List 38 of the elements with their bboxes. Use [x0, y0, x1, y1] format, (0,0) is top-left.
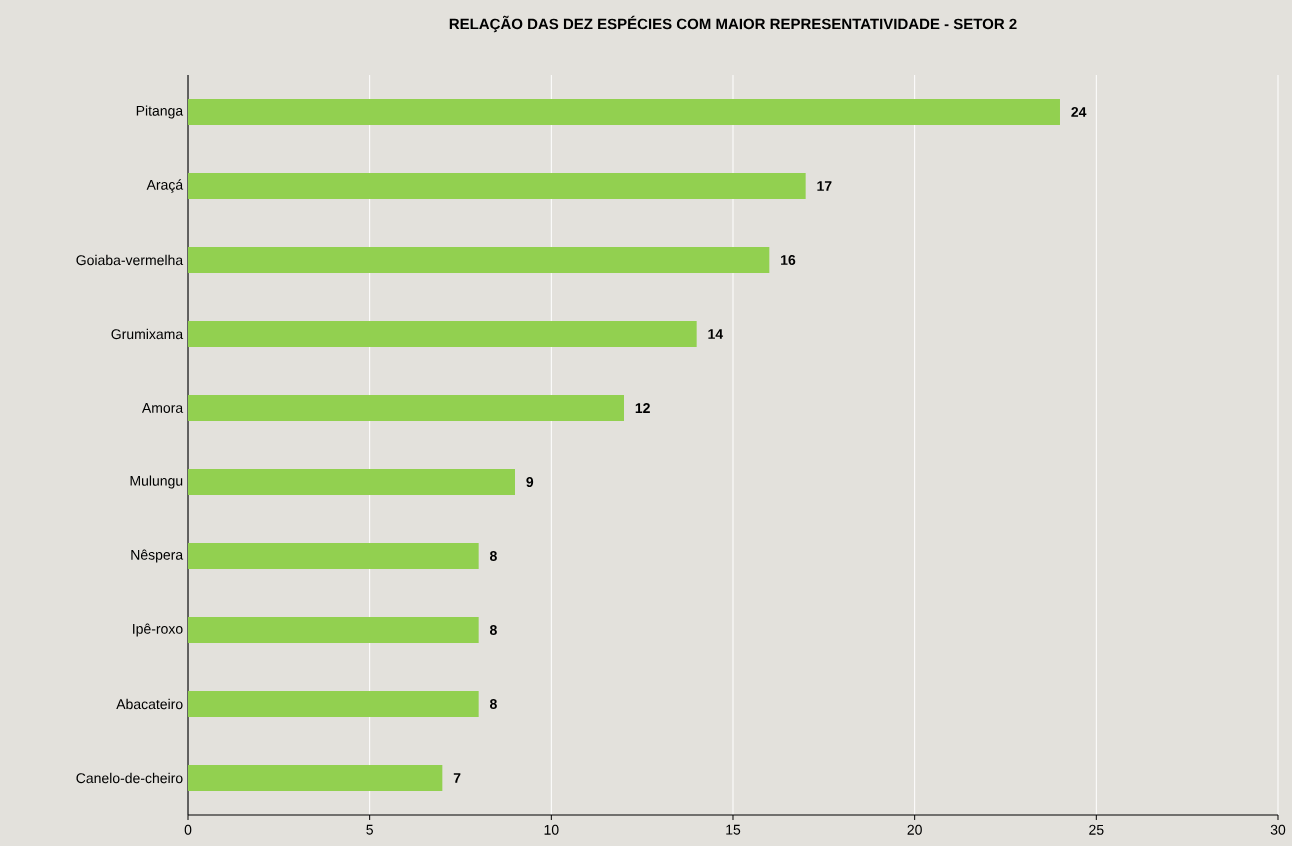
data-label: 14 — [708, 329, 724, 339]
x-tick-label: 10 — [544, 824, 559, 835]
y-tick-label: Mulungu — [130, 475, 183, 489]
x-tick-label: 0 — [184, 824, 192, 835]
y-tick-label: Araçá — [146, 179, 184, 193]
x-tick-label: 25 — [1089, 824, 1104, 835]
y-tick-label: Canelo-de-cheiro — [76, 772, 183, 784]
bar — [188, 99, 1060, 125]
bar — [188, 765, 443, 791]
bar — [188, 173, 806, 199]
y-tick-label: Grumixama — [111, 328, 184, 340]
data-label: 9 — [526, 477, 534, 487]
y-tick-label: Abacateiro — [116, 698, 183, 710]
bar — [188, 617, 479, 643]
data-label: 7 — [453, 773, 461, 783]
bar — [188, 469, 515, 495]
y-tick-label: Pitanga — [136, 105, 184, 119]
data-label: 24 — [1071, 107, 1087, 117]
y-tick-label: Goiaba-vermelha — [76, 254, 184, 266]
x-tick-label: 5 — [366, 824, 373, 835]
x-tick-label: 30 — [1270, 824, 1286, 835]
bar — [188, 543, 479, 569]
y-tick-label: Nêspera — [131, 549, 184, 563]
data-label: 17 — [817, 181, 832, 191]
data-label: 16 — [781, 255, 796, 265]
bar — [188, 691, 479, 717]
chart-title: RELAÇÃO DAS DEZ ESPÉCIES COM MAIOR REPRESENTATIVIDADE - SETOR 2 — [449, 15, 1017, 33]
y-tick-label: Amora — [141, 403, 184, 413]
data-label: 8 — [489, 699, 497, 709]
data-label: 8 — [489, 551, 497, 561]
bar — [188, 247, 770, 273]
data-label: 8 — [489, 625, 497, 635]
y-tick-label: Ipê-roxo — [133, 623, 183, 637]
bar — [188, 395, 624, 421]
bar — [188, 321, 697, 347]
x-tick-label: 15 — [726, 824, 741, 835]
x-tick-label: 20 — [907, 824, 922, 835]
data-label: 12 — [635, 403, 650, 413]
